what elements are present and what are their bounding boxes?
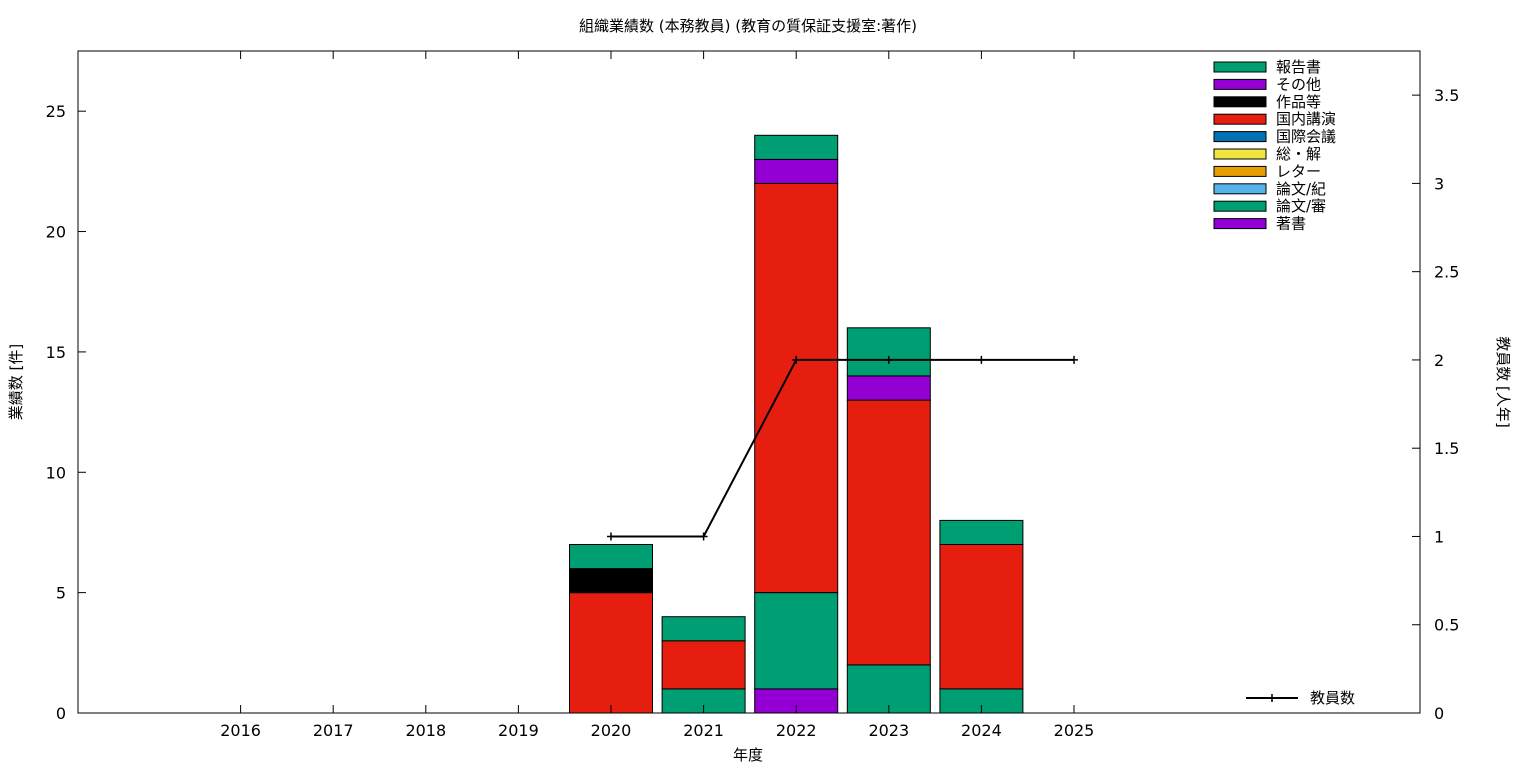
y-tick-label: 5 xyxy=(56,584,66,603)
legend-label: 総・解 xyxy=(1276,145,1321,163)
y-tick-label: 10 xyxy=(46,463,66,482)
y-tick-label: 25 xyxy=(46,102,66,121)
legend-swatch xyxy=(1213,218,1267,230)
bar-2021-series-9 xyxy=(661,616,746,642)
y-axis-label: 業績数 [件] xyxy=(7,344,25,420)
y2-tick-label: 1.5 xyxy=(1434,439,1459,458)
line-point-2025 xyxy=(1070,355,1078,364)
legend-line-point xyxy=(1268,694,1276,702)
legend-swatch xyxy=(1213,148,1267,160)
legend-label: 国内講演 xyxy=(1276,110,1336,128)
y-tick-label: 0 xyxy=(56,704,66,723)
legend-swatch xyxy=(1213,131,1267,143)
x-axis-label: 年度 xyxy=(733,746,763,764)
x-tick-label: 2019 xyxy=(498,721,539,740)
bar-2022-series-1 xyxy=(754,592,839,690)
legend-label: 論文/紀 xyxy=(1276,180,1326,198)
bars-layer xyxy=(569,134,1024,714)
x-tick-label: 2022 xyxy=(776,721,817,740)
y-tick-label: 15 xyxy=(46,343,66,362)
x-tick-label: 2017 xyxy=(313,721,354,740)
plot-frame xyxy=(77,50,1421,714)
y2-tick-label: 3 xyxy=(1434,174,1444,193)
legend-label: 作品等 xyxy=(1276,93,1321,111)
bar-2020-series-9 xyxy=(569,544,653,570)
line-faculty-count xyxy=(611,358,1074,538)
line-point-2022 xyxy=(792,355,801,364)
line-point-2024 xyxy=(977,355,986,364)
legend-label: レター xyxy=(1276,162,1321,180)
line-point-2023 xyxy=(884,355,893,364)
legend-label: 論文/審 xyxy=(1276,197,1326,215)
legend-swatch xyxy=(1213,113,1267,125)
bar-2024-series-9 xyxy=(939,519,1024,546)
legend-label-line: 教員数 xyxy=(1310,689,1355,707)
legend-label: その他 xyxy=(1276,75,1321,93)
y2-tick-label: 0 xyxy=(1434,704,1444,723)
legend-swatch xyxy=(1213,61,1267,73)
legend-swatch xyxy=(1213,165,1267,177)
line-point-2021 xyxy=(699,532,708,541)
bar-2021-series-6 xyxy=(661,640,746,690)
x-tick-label: 2020 xyxy=(591,721,632,740)
legend-swatch xyxy=(1213,183,1267,195)
legend-label: 国際会議 xyxy=(1276,128,1336,146)
bar-2024-series-6 xyxy=(939,544,1024,690)
bar-2023-series-9 xyxy=(846,327,931,377)
line-layer xyxy=(607,355,1078,541)
bar-2022-series-9 xyxy=(754,134,839,160)
bar-2020-series-7 xyxy=(569,568,653,594)
legend-swatch xyxy=(1213,78,1267,90)
line-point-2020 xyxy=(607,532,615,541)
chart-title: 組織業績数 (本務教員) (教育の質保証支援室:著作) xyxy=(579,17,917,35)
bar-2022-series-8 xyxy=(754,158,839,184)
x-tick-label: 2025 xyxy=(1054,721,1095,740)
bar-2020-series-6 xyxy=(569,592,653,714)
legend-swatch xyxy=(1213,96,1267,108)
x-tick-label: 2018 xyxy=(405,721,446,740)
legend-label: 著書 xyxy=(1276,215,1306,233)
y2-tick-label: 2 xyxy=(1434,351,1444,370)
bar-2022-series-6 xyxy=(754,182,839,594)
bar-2023-series-6 xyxy=(846,399,931,666)
y2-tick-label: 3.5 xyxy=(1434,86,1459,105)
legend-swatch xyxy=(1213,200,1267,212)
bar-2023-series-8 xyxy=(846,375,931,401)
legend-label: 報告書 xyxy=(1276,58,1321,76)
y-tick-label: 20 xyxy=(46,223,66,242)
x-tick-label: 2016 xyxy=(220,721,261,740)
y2-tick-label: 2.5 xyxy=(1434,263,1459,282)
y2-tick-label: 0.5 xyxy=(1434,616,1459,635)
y2-tick-label: 1 xyxy=(1434,527,1444,546)
x-tick-label: 2024 xyxy=(961,721,1002,740)
y2-axis-label: 教員数 [人年] xyxy=(1494,336,1512,427)
x-tick-label: 2021 xyxy=(683,721,724,740)
x-tick-label: 2023 xyxy=(868,721,909,740)
